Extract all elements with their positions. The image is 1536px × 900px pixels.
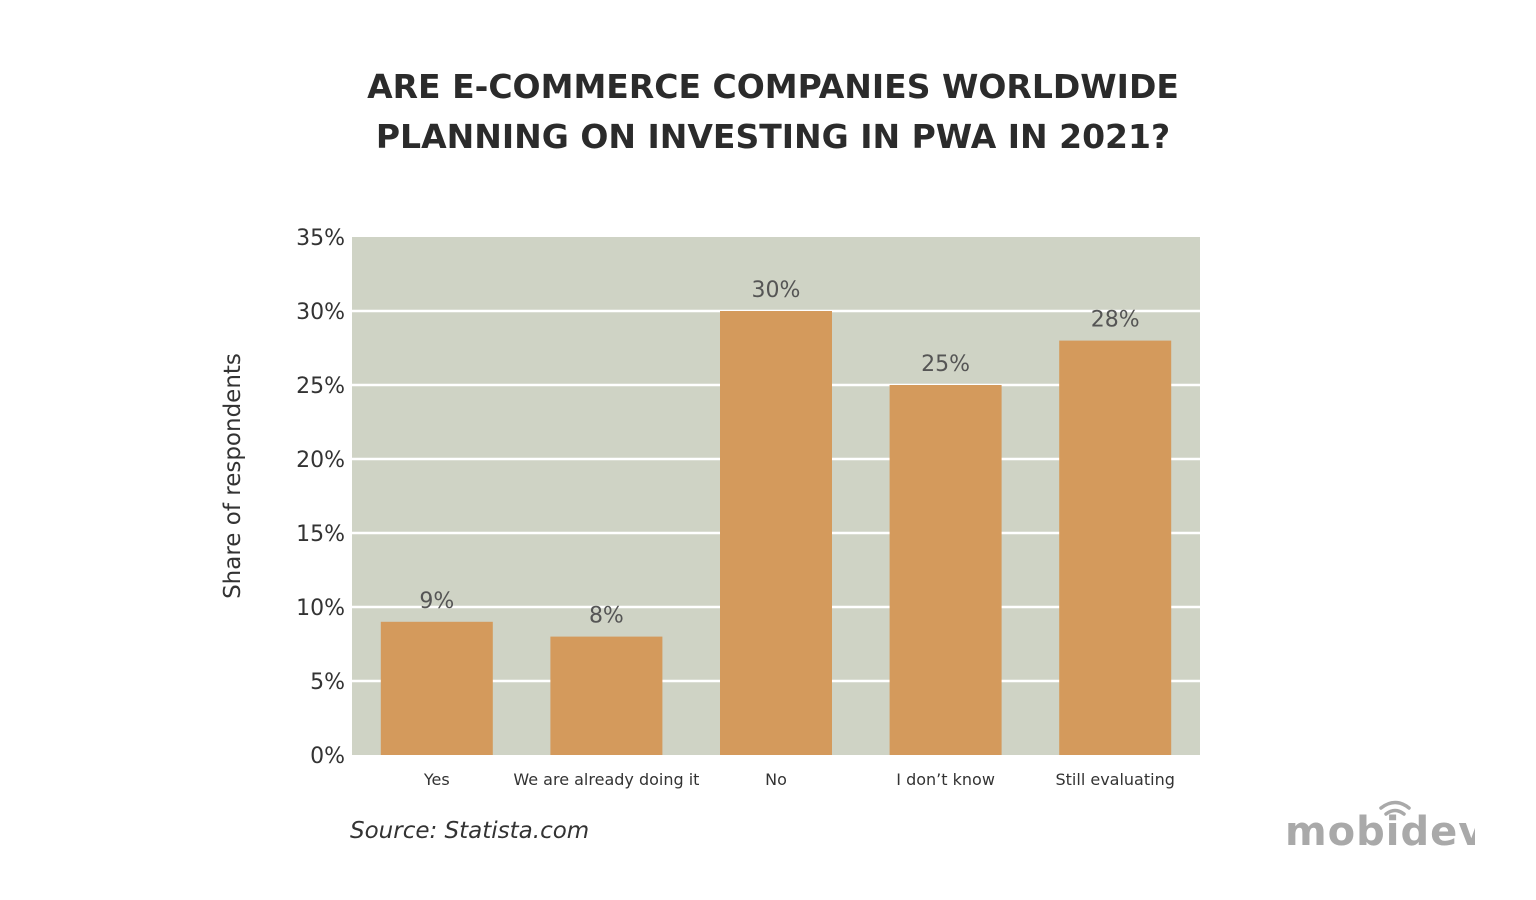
bar xyxy=(380,621,493,755)
data-label: 9% xyxy=(419,589,454,614)
x-tick-label: Still evaluating xyxy=(1056,770,1175,789)
y-axis-label: Share of respondents xyxy=(220,353,246,599)
data-label: 8% xyxy=(589,604,624,629)
bar xyxy=(889,385,1002,755)
data-label: 25% xyxy=(921,352,970,377)
y-tick-label: 35% xyxy=(296,226,345,251)
chart-title: ARE E-COMMERCE COMPANIES WORLDWIDE PLANN… xyxy=(0,62,1536,162)
source-note: Source: Statista.com xyxy=(350,818,590,844)
x-tick-label: Yes xyxy=(423,770,450,789)
y-tick-label: 5% xyxy=(310,670,345,695)
y-tick-label: 0% xyxy=(310,744,345,769)
title-line-1: ARE E-COMMERCE COMPANIES WORLDWIDE xyxy=(367,67,1179,106)
y-tick-label: 10% xyxy=(296,596,345,621)
bar xyxy=(1059,340,1172,755)
y-tick-label: 30% xyxy=(296,300,345,325)
x-tick-label: No xyxy=(765,770,787,789)
data-label: 30% xyxy=(752,278,801,303)
title-line-2: PLANNING ON INVESTING IN PWA IN 2021? xyxy=(375,117,1171,156)
x-tick-label: We are already doing it xyxy=(513,770,699,789)
svg-text:mobidev: mobidev xyxy=(1285,809,1475,854)
x-tick-label: I don’t know xyxy=(896,770,995,789)
bar xyxy=(550,636,663,755)
y-tick-label: 15% xyxy=(296,522,345,547)
y-tick-label: 20% xyxy=(296,448,345,473)
bar xyxy=(720,311,832,755)
data-label: 28% xyxy=(1091,308,1140,333)
mobidev-logo: mobidev xyxy=(1285,800,1475,854)
y-tick-label: 25% xyxy=(296,374,345,399)
